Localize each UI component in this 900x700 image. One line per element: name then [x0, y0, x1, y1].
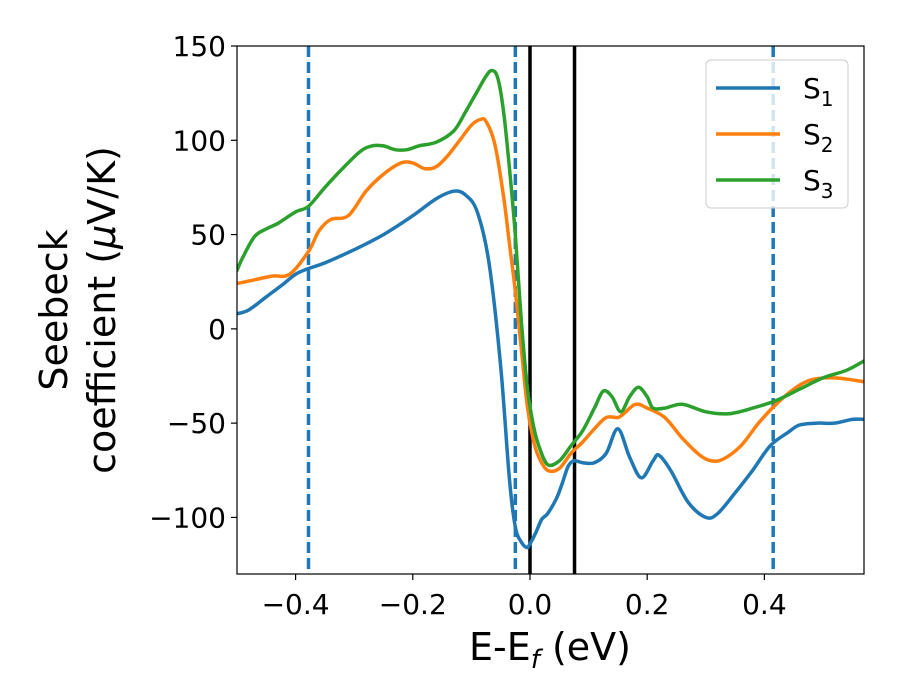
plot-frame: [236, 45, 865, 575]
x-axis-title-units: (eV): [540, 625, 631, 669]
x-tick-label: 0.4: [742, 588, 787, 621]
legend-label-s3: S3: [803, 164, 834, 203]
x-tick-label: 0.2: [625, 588, 670, 621]
x-tick-label: −0.4: [262, 588, 330, 621]
legend: S1 S2 S3: [705, 59, 849, 209]
x-tick-label: −0.2: [379, 588, 447, 621]
legend-label-s2: S2: [803, 118, 834, 157]
legend-label-s1: S1: [803, 72, 834, 111]
y-tick-label: −50: [167, 407, 226, 440]
y-tick-label: 50: [190, 219, 226, 252]
series-line-s1: [237, 189, 864, 550]
y-tick-label: −100: [149, 501, 226, 534]
y-tick-label: 150: [173, 30, 226, 63]
x-axis-title: E-Ef (eV): [469, 625, 631, 675]
x-tick-label: 0.0: [508, 588, 553, 621]
y-tick-label: 100: [173, 124, 226, 157]
x-axis-title-main: E-E: [469, 625, 531, 669]
y-axis-title-line1: Seebeck: [32, 229, 76, 390]
series-line-s3: [237, 68, 864, 468]
y-tick-label: 0: [208, 313, 226, 346]
series-line-s2: [237, 116, 864, 474]
y-axis-title: Seebeck coefficient (μV/K): [32, 146, 124, 474]
y-axis-title-line2: coefficient (μV/K): [80, 146, 124, 474]
